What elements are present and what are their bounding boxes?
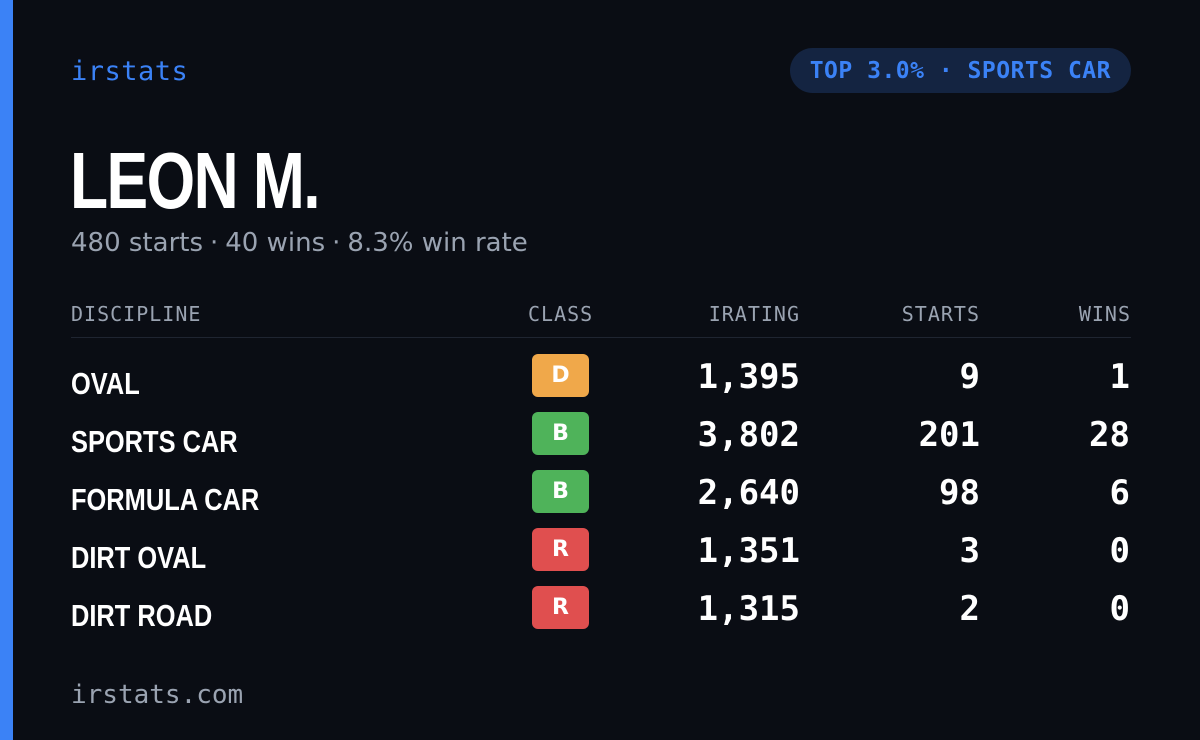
discipline-name: OVAL [71, 366, 140, 401]
footer-url[interactable]: irstats.com [71, 680, 244, 710]
starts-value: 9 [959, 357, 980, 397]
class-badge: R [532, 528, 589, 571]
class-badge: D [532, 354, 589, 397]
summary-separator: · [210, 228, 219, 258]
summary-starts: 480 starts [71, 228, 203, 258]
discipline-name: DIRT OVAL [71, 540, 207, 575]
table-header: DISCIPLINE CLASS IRATING STARTS WINS [71, 300, 1131, 338]
header-discipline: DISCIPLINE [71, 302, 202, 326]
wins-value: 0 [1109, 589, 1130, 629]
irating-value: 2,640 [697, 473, 800, 513]
header-irating: IRATING [708, 302, 800, 326]
irating-value: 3,802 [697, 415, 800, 455]
wins-value: 28 [1089, 415, 1130, 455]
irating-value: 1,395 [697, 357, 800, 397]
table-body: OVAL D 1,395 9 1 SPORTS CAR B 3,802 201 … [71, 354, 1131, 644]
class-badge: B [532, 470, 589, 513]
class-badge: R [532, 586, 589, 629]
wins-value: 1 [1109, 357, 1130, 397]
class-badge: B [532, 412, 589, 455]
starts-value: 98 [939, 473, 980, 513]
header-class: CLASS [528, 302, 594, 326]
starts-value: 3 [959, 531, 980, 571]
header-wins: WINS [1078, 302, 1131, 326]
wins-value: 6 [1109, 473, 1130, 513]
irating-value: 1,315 [697, 589, 800, 629]
table-row: FORMULA CAR B 2,640 98 6 [71, 470, 1131, 528]
table-row: SPORTS CAR B 3,802 201 28 [71, 412, 1131, 470]
driver-name: LEON M. [70, 136, 321, 225]
table-row: DIRT ROAD R 1,315 2 0 [71, 586, 1131, 644]
summary-win-rate: 8.3% win rate [347, 228, 528, 258]
discipline-name: DIRT ROAD [71, 598, 213, 633]
starts-value: 201 [918, 415, 980, 455]
discipline-stats-table: DISCIPLINE CLASS IRATING STARTS WINS OVA… [71, 300, 1131, 644]
table-row: OVAL D 1,395 9 1 [71, 354, 1131, 412]
driver-summary: 480 starts · 40 wins · 8.3% win rate [71, 228, 528, 258]
starts-value: 2 [959, 589, 980, 629]
accent-bar [0, 0, 13, 740]
header-starts: STARTS [901, 302, 980, 326]
rank-badge: TOP 3.0% · SPORTS CAR [789, 48, 1131, 93]
summary-separator: · [332, 228, 341, 258]
discipline-name: SPORTS CAR [71, 424, 238, 459]
summary-wins: 40 wins [225, 228, 326, 258]
table-row: DIRT OVAL R 1,351 3 0 [71, 528, 1131, 586]
discipline-name: FORMULA CAR [71, 482, 260, 517]
irating-value: 1,351 [697, 531, 800, 571]
wins-value: 0 [1109, 531, 1130, 571]
brand-logo-text: irstats [71, 56, 189, 87]
